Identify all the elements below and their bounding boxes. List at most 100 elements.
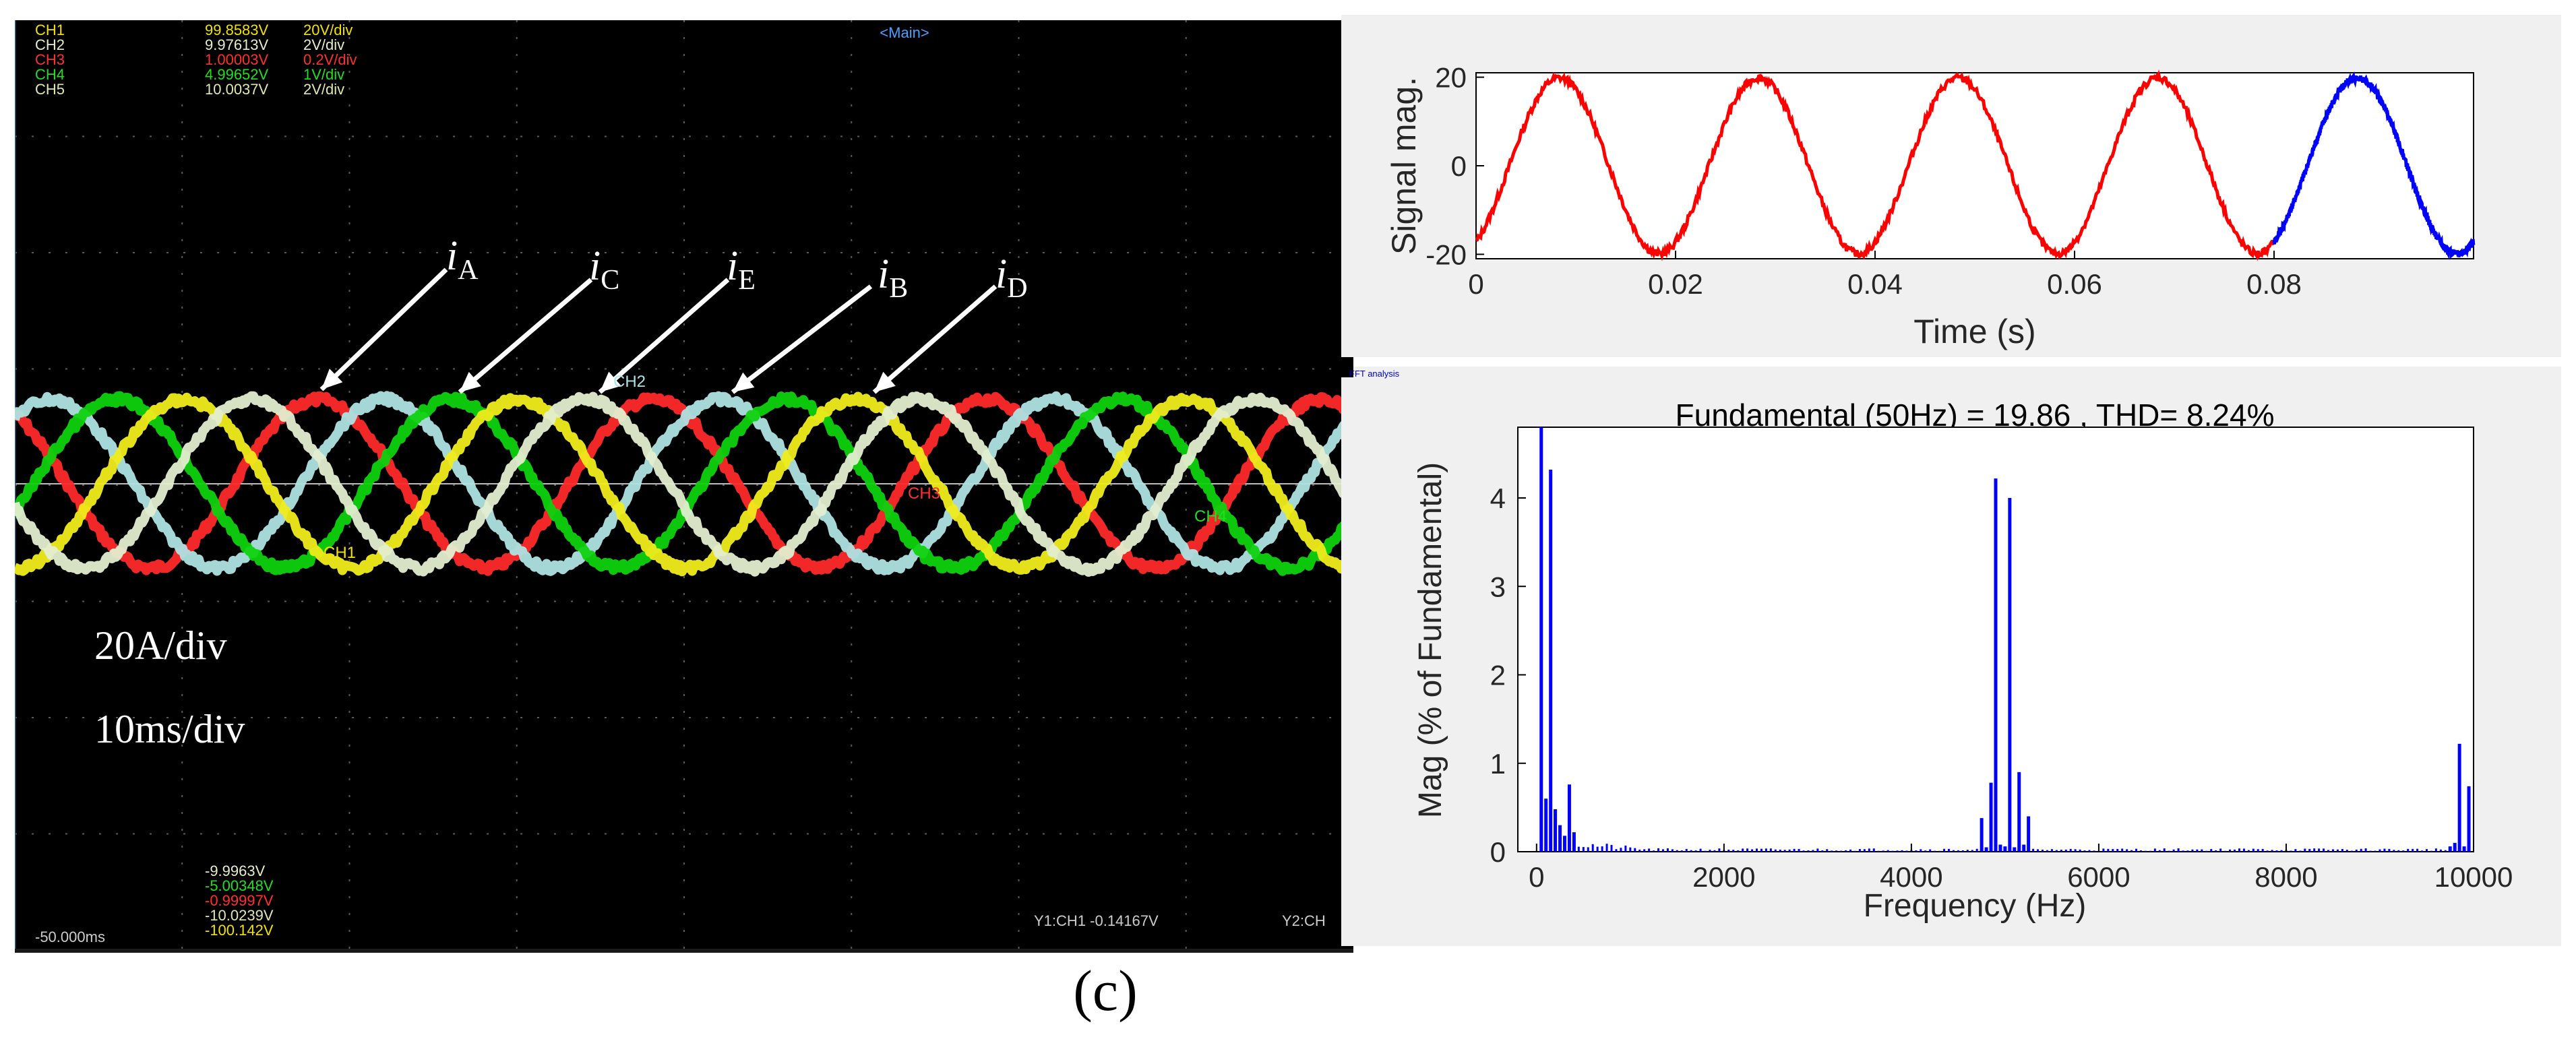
fft-noise-bar [2126,849,2128,852]
ch4-name: CH4 [35,66,65,83]
fft-bar [1549,470,1553,852]
fft-noise-bar [1587,847,1589,852]
fft-noise-bar [2083,850,2086,852]
fft-noise-bar [1643,849,1646,852]
fft-noise-bar [1638,849,1641,852]
fft-noise-bar [1690,850,1692,852]
fft-noise-bar [2290,850,2292,852]
ch5-scale: 2V/div [303,81,344,98]
fft-noise-bar [2345,850,2348,852]
fft-x-tick-label: 8000 [2255,861,2317,893]
fft-noise-bar [2304,848,2306,852]
fft-noise-bar [2186,850,2189,852]
ch3-name: CH3 [35,51,65,68]
signal-y-ticks: -20 0 20 [1425,62,1484,270]
ch4-scale: 1V/div [303,66,344,83]
fft-bar [1989,782,1993,852]
fft-noise-bar [1938,850,1941,852]
fft-noise-bar [2158,850,2161,852]
fft-noise-bar [1896,850,1899,852]
fft-bar [2017,772,2021,852]
fft-noise-bar [2069,848,2072,852]
signal-y-tick-label: -20 [1425,239,1467,270]
fft-noise-bar [2379,849,2381,852]
fft-noise-bar [1756,848,1758,852]
signal-x-ticks: 0 0.02 0.04 0.06 0.08 [1468,251,2302,300]
fft-noise-bar [1629,847,1632,852]
fft-noise-bar [1853,850,1856,852]
signal-series-1 [2272,71,2476,260]
fft-noise-bar [2201,849,2203,852]
fft-x-tick-label: 0 [1529,861,1544,893]
channel-readouts: CH1 99.8583V 20V/div CH2 9.97613V 2V/div… [35,22,357,98]
fft-noise-bar [2280,850,2283,852]
fft-noise-bar [2229,849,2232,852]
fft-noise-bar [1680,850,1683,852]
cursor-y1-readout: Y1:CH1 -0.14167V [1034,912,1159,929]
label-iB-main: i [878,251,889,297]
fft-noise-bar [1952,850,1955,852]
fft-noise-bar [1845,850,1847,852]
fft-noise-bar [1713,850,1716,852]
fft-noise-bar [1826,849,1829,852]
fft-noise-bar [2116,848,2119,852]
fft-noise-bar [2313,848,2316,852]
fft-bar [2003,846,2007,852]
trace-label-ch4: CH4 [1194,507,1227,526]
fft-noise-bar [2168,850,2170,852]
signal-x-tick-label: 0.06 [2047,268,2102,300]
fft-noise-bar [1596,846,1599,852]
label-iB-sub: B [889,273,908,304]
fft-noise-bar [1572,848,1575,852]
fft-noise-bar [1887,850,1889,852]
fft-noise-bar [1704,850,1707,852]
fft-noise-bar [2037,849,2040,852]
fft-noise-bar [2294,849,2297,852]
fft-noise-bar [2079,849,2081,852]
fft-bar [2462,846,2466,852]
fft-x-axis-label: Frequency (Hz) [1864,888,2087,924]
fft-noise-bar [1807,850,1810,852]
signal-traces [1475,69,2476,261]
fft-noise-bar [1920,849,1922,852]
signal-x-axis-label: Time (s) [1913,313,2035,350]
fft-bar [1554,809,1558,852]
fft-noise-bar [1788,849,1791,852]
fft-noise-bar [1868,848,1870,852]
fft-noise-bar [2060,850,2062,852]
fft-x-ticks: 0 2000 4000 6000 8000 10000 [1529,844,2513,893]
fft-noise-bar [2412,848,2414,852]
fft-x-tick-label: 6000 [2067,861,2130,893]
panel-separator [1341,357,2561,367]
fft-bar [1539,427,1543,852]
fft-y-axis-label: Mag (% of Fundamental) [1413,462,1448,818]
fft-noise-bar [2153,848,2156,852]
label-iC-sub: C [601,265,619,296]
fft-noise-bar [2299,850,2302,852]
fft-noise-bar [1831,850,1833,852]
fft-noise-bar [2242,848,2245,852]
fft-bar [1544,798,1548,852]
fft-noise-bar [2261,848,2264,852]
fft-noise-bar [1685,848,1688,852]
ch5-name: CH5 [35,81,65,98]
fft-noise-bar [2121,848,2124,852]
fft-noise-bar [2172,849,2175,852]
signal-plot-area [1475,72,2474,259]
oscilloscope-display: CH1 99.8583V 20V/div CH2 9.97613V 2V/div… [10,20,1358,950]
fft-noise-bar [2205,850,2208,852]
fft-noise-bar [1802,850,1805,852]
annotation-time-scale: 10ms/div [94,707,245,751]
fft-noise-bar [2327,850,2330,852]
fft-noise-bar [2238,848,2240,852]
fft-bar [2022,844,2026,852]
current-wave-C [10,391,1358,576]
fft-noise-bar [2308,848,2311,852]
fft-noise-bar [2425,849,2428,852]
cursor-y2-readout: Y2:CH [1282,912,1326,929]
bottom-readings: -9.9963V -5.00348V -0.99997V -10.0239V -… [205,862,274,939]
ch2-scale: 2V/div [303,36,344,53]
arrow-shaft-A [319,268,448,391]
fft-noise-bar [2224,850,2227,852]
fft-noise-bar [2402,850,2405,852]
